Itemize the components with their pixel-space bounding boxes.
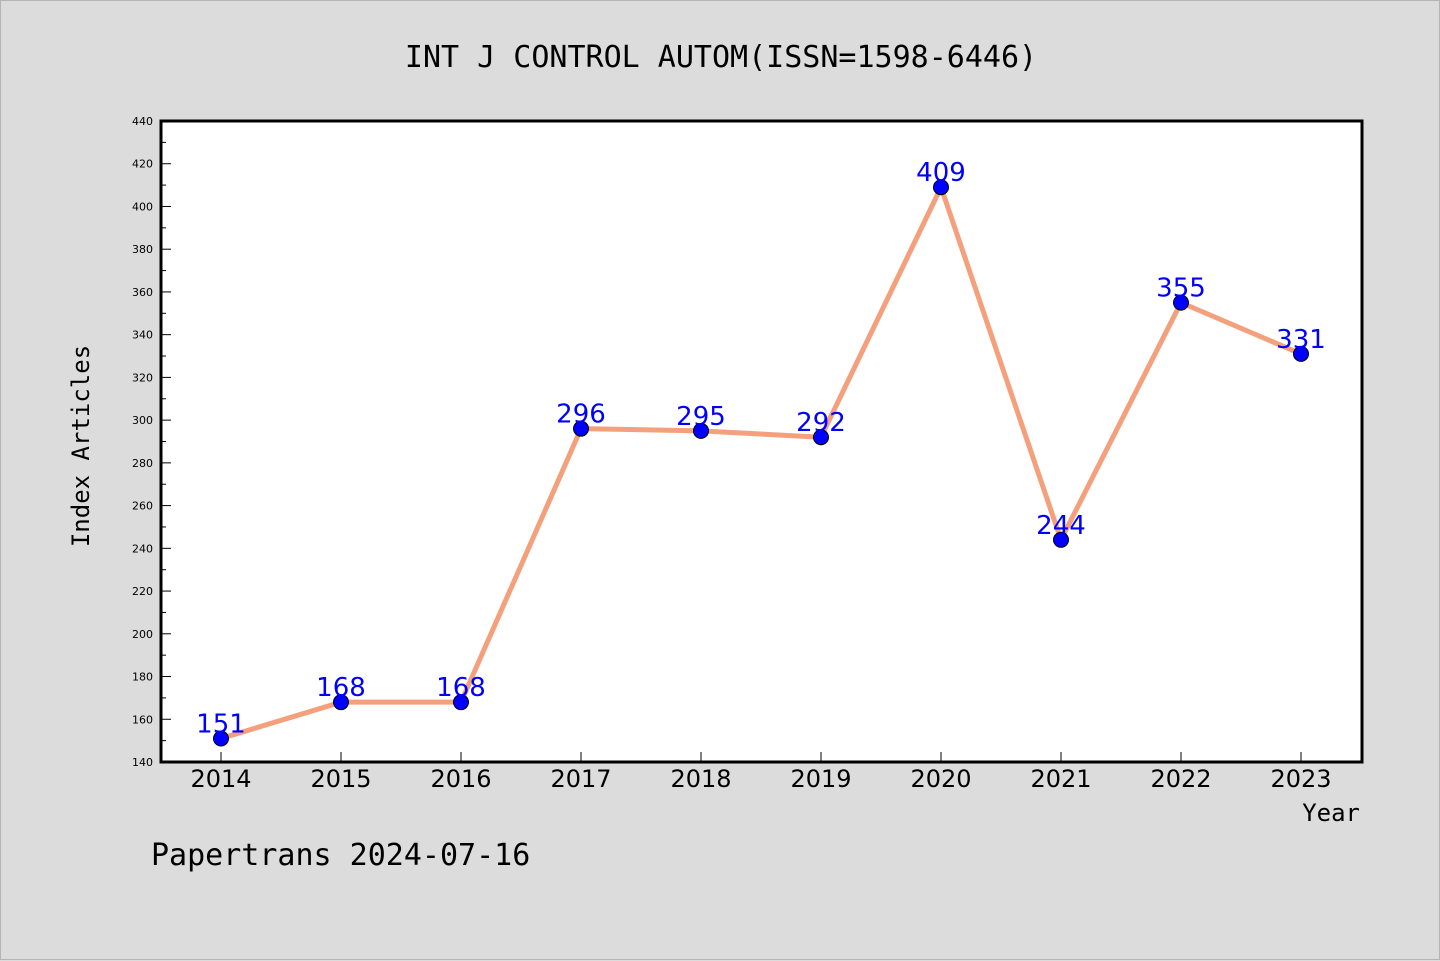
y-tick-label: 440 <box>132 115 153 128</box>
y-tick-label: 220 <box>132 585 153 598</box>
y-axis-label: Index Articles <box>67 345 95 547</box>
y-tick-label: 180 <box>132 671 153 684</box>
data-point <box>693 422 709 439</box>
x-tick-label: 2023 <box>1270 765 1331 793</box>
x-tick-label: 2022 <box>1150 765 1211 793</box>
data-label: 292 <box>796 408 846 438</box>
data-label: 295 <box>676 402 726 432</box>
x-axis: 2014 2015 2016 2017 2018 2019 2020 2021 2022 2023 <box>190 752 1332 793</box>
y-tick-label: 160 <box>132 713 153 726</box>
x-tick-label: 2020 <box>910 765 971 793</box>
x-tick-label: 2016 <box>430 765 491 793</box>
data-point <box>1053 531 1069 548</box>
data-point <box>1173 294 1189 311</box>
x-tick-label: 2018 <box>670 765 731 793</box>
x-tick-label: 2014 <box>190 765 251 793</box>
series <box>213 179 1309 747</box>
data-label: 331 <box>1276 325 1326 355</box>
plot-area <box>159 119 1364 764</box>
chart-title: INT J CONTROL AUTOM(ISSN=1598-6446) <box>405 40 1037 75</box>
y-tick-label: 400 <box>132 200 153 213</box>
data-label: 168 <box>436 673 486 703</box>
y-tick-label: 200 <box>132 628 153 641</box>
y-tick-label: 420 <box>132 158 153 171</box>
y-tick-label: 240 <box>132 542 153 555</box>
data-point <box>213 730 229 747</box>
x-tick-label: 2017 <box>550 765 611 793</box>
y-tick-label: 280 <box>132 457 153 470</box>
data-point <box>333 694 349 711</box>
x-tick-label: 2019 <box>790 765 851 793</box>
y-tick-label: 340 <box>132 329 153 342</box>
data-label: 151 <box>196 709 246 739</box>
data-label: 244 <box>1036 511 1086 541</box>
y-tick-label: 300 <box>132 414 153 427</box>
y-tick-label: 260 <box>132 500 153 513</box>
footer-credit: Papertrans 2024-07-16 <box>151 838 530 873</box>
data-point <box>1293 345 1309 362</box>
y-tick-label: 140 <box>132 756 153 769</box>
data-label: 409 <box>916 158 966 188</box>
y-axis: 140 160 180 200 220 240 260 280 300 320 340 360 380 4… <box>132 115 171 769</box>
data-labels: 151 168 168 296 295 292 409 244 355 331 <box>196 158 1326 739</box>
data-label: 355 <box>1156 274 1206 304</box>
x-tick-label: 2015 <box>310 765 371 793</box>
y-tick-label: 360 <box>132 286 153 299</box>
x-tick-label: 2021 <box>1030 765 1091 793</box>
data-point <box>573 420 589 437</box>
data-point <box>933 179 949 196</box>
y-tick-label: 380 <box>132 243 153 256</box>
x-axis-label: Year <box>1302 799 1360 827</box>
data-point <box>453 694 469 711</box>
data-point <box>813 429 829 446</box>
data-label: 168 <box>316 673 366 703</box>
series-line <box>218 184 1304 741</box>
data-label: 296 <box>556 400 606 430</box>
y-tick-label: 320 <box>132 371 153 384</box>
